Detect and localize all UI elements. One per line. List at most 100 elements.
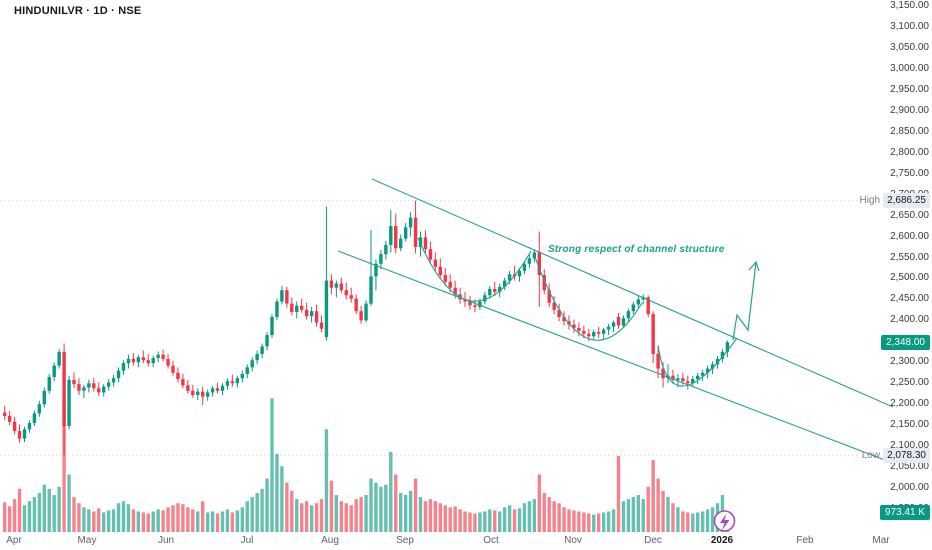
volume-bar [433, 501, 438, 532]
candle-body [626, 311, 631, 319]
volume-bar [379, 486, 383, 532]
candle-body [92, 383, 96, 389]
respect-arc[interactable] [417, 237, 532, 302]
time-tick-label: Oct [483, 535, 499, 546]
candle-body [488, 288, 492, 296]
volume-bar [62, 402, 66, 532]
volume-bar [314, 503, 319, 532]
time-tick-label: Dec [644, 535, 662, 546]
candle-body [42, 390, 46, 405]
volume-bar [205, 512, 210, 532]
candle-body [304, 309, 309, 317]
volume-bar [408, 490, 413, 532]
price-tick-label: 2,150.00 [890, 419, 929, 431]
volume-bar [191, 509, 195, 532]
volume-bar [572, 510, 576, 532]
volume-bar [27, 501, 32, 532]
candle-body [349, 295, 353, 299]
volume-bar [260, 488, 264, 532]
volume-bar [374, 482, 378, 532]
last-price-badge: 2,348.00 [881, 334, 930, 350]
candle-body [171, 365, 175, 373]
volume-bar [12, 499, 17, 532]
volume-bar [418, 497, 423, 532]
volume-bar [324, 429, 329, 532]
price-tick-label: 3,050.00 [890, 41, 929, 53]
volume-bar [57, 486, 61, 532]
volume-bar [592, 514, 596, 532]
respect-arc[interactable] [534, 256, 643, 341]
time-tick-label: Apr [6, 535, 22, 546]
arrowhead-icon [748, 260, 760, 272]
price-tick-label: 2,800.00 [890, 146, 929, 158]
lower-channel-line[interactable] [337, 250, 891, 463]
volume-bar [616, 455, 621, 532]
candle-body [270, 317, 274, 336]
candle-body [606, 326, 611, 330]
candle-body [151, 358, 155, 364]
volume-bar [329, 480, 334, 532]
candle-body [339, 283, 343, 291]
candle-body [121, 363, 126, 371]
candle-body [186, 385, 190, 391]
last-volume-badge: 973.41 K [879, 504, 930, 520]
candle-body [290, 303, 294, 312]
price-tick-label: 2,300.00 [890, 356, 929, 368]
volume-bar [478, 512, 482, 532]
candle-body [656, 353, 660, 369]
volume-bar [77, 503, 81, 532]
volume-bar [507, 505, 512, 532]
candle-body [399, 238, 403, 249]
volume-bar [349, 505, 353, 532]
volume-bar [686, 512, 690, 532]
candle-body [265, 335, 269, 347]
upper-channel-line[interactable] [371, 178, 894, 408]
candle-body [295, 305, 299, 312]
volume-bar [577, 511, 581, 532]
volume-bar [92, 511, 96, 532]
volume-bar [601, 512, 606, 532]
candle-body [572, 324, 576, 328]
volume-bar [37, 492, 42, 532]
time-tick-label: Nov [564, 535, 582, 546]
volume-bar [359, 497, 363, 532]
candle-body [176, 372, 180, 380]
volume-bar [111, 509, 116, 532]
volume-bar [97, 508, 101, 532]
volume-bar [636, 495, 640, 532]
price-tick-label: 2,900.00 [890, 104, 929, 116]
candle-body [314, 311, 319, 323]
volume-bar [646, 486, 650, 532]
volume-bar [403, 495, 408, 532]
candle-body [705, 368, 710, 373]
volume-bar [82, 507, 86, 532]
candle-body [201, 391, 205, 397]
candle-body [681, 378, 685, 382]
volume-bar [141, 512, 145, 532]
candle-body [577, 327, 581, 331]
volume-bar [42, 484, 46, 532]
candle-body [700, 372, 705, 376]
volume-bar [458, 509, 462, 532]
lightning-icon[interactable] [720, 513, 730, 531]
volume-bar [250, 497, 254, 532]
volume-bar [532, 499, 537, 532]
volume-bar [621, 501, 626, 532]
respect-arc[interactable] [657, 337, 738, 387]
volume-bar [32, 497, 37, 532]
volume-bar [562, 507, 566, 532]
candle-body [403, 227, 408, 239]
projection-arrow[interactable] [732, 261, 757, 341]
volume-bar [166, 507, 170, 532]
volume-bar [265, 478, 269, 532]
candle-body [7, 415, 12, 422]
channel-annotation-text[interactable]: Strong respect of channel structure [548, 244, 725, 255]
candle-body [532, 252, 537, 259]
symbol-title[interactable]: HINDUNILVR · 1D · NSE [14, 5, 142, 17]
volume-bar [394, 474, 398, 532]
candle-body [498, 286, 502, 292]
candle-body [181, 379, 185, 386]
volume-bar [389, 451, 393, 532]
volume-bar [230, 512, 235, 532]
